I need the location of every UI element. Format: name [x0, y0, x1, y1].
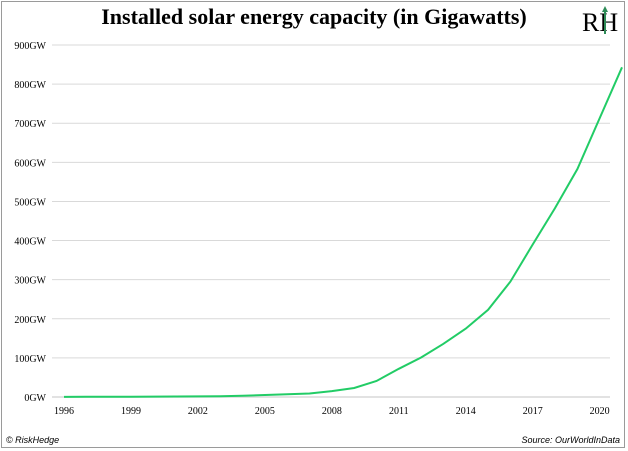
riskhedge-logo: RH	[582, 6, 618, 36]
x-tick-label: 1996	[54, 406, 74, 417]
y-tick-label: 600GW	[14, 158, 46, 169]
y-tick-label: 300GW	[14, 276, 46, 287]
x-tick-labels: 1996 1999 2002 2005 2008 2011 2014 2017 2020	[54, 406, 610, 417]
x-tick-label: 2008	[322, 406, 342, 417]
x-tick-label: 2020	[590, 406, 610, 417]
chart-title: Installed solar energy capacity (in Giga…	[101, 4, 527, 29]
x-tick-label: 2005	[255, 406, 275, 417]
y-tick-label: 500GW	[14, 197, 46, 208]
series-line-solar-capacity	[63, 66, 623, 398]
grid-lines	[52, 44, 610, 359]
source-text: Source: OurWorldInData	[521, 435, 620, 445]
x-tick-label: 2011	[389, 406, 409, 417]
credit-text: © RiskHedge	[6, 435, 60, 445]
x-tick-label: 2002	[188, 406, 208, 417]
y-tick-label: 200GW	[14, 315, 46, 326]
x-tick-label: 2017	[523, 406, 543, 417]
x-tick-label: 2014	[456, 406, 476, 417]
y-tick-label: 900GW	[14, 41, 46, 52]
y-tick-label: 100GW	[14, 354, 46, 365]
logo-text: RH	[582, 8, 618, 36]
y-tick-label: 0GW	[24, 393, 46, 404]
logo-arrow-icon	[602, 6, 608, 12]
y-tick-label: 700GW	[14, 119, 46, 130]
y-tick-labels: 0GW 100GW 200GW 300GW 400GW 500GW 600GW 700GW 80…	[14, 41, 46, 404]
x-tick-label: 1999	[121, 406, 141, 417]
y-tick-label: 400GW	[14, 237, 46, 248]
y-tick-label: 800GW	[14, 80, 46, 91]
